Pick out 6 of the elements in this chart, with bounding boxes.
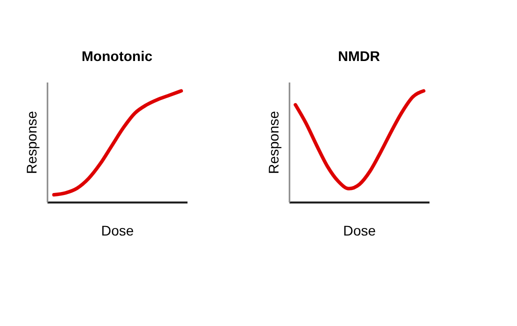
y-axis-title: Response [24,110,40,174]
chart-title: Monotonic [82,48,153,64]
x-axis-title: Dose [343,222,376,238]
y-axis-title: Response [266,110,282,174]
chart-title: NMDR [338,48,380,64]
x-axis-title: Dose [101,222,134,238]
